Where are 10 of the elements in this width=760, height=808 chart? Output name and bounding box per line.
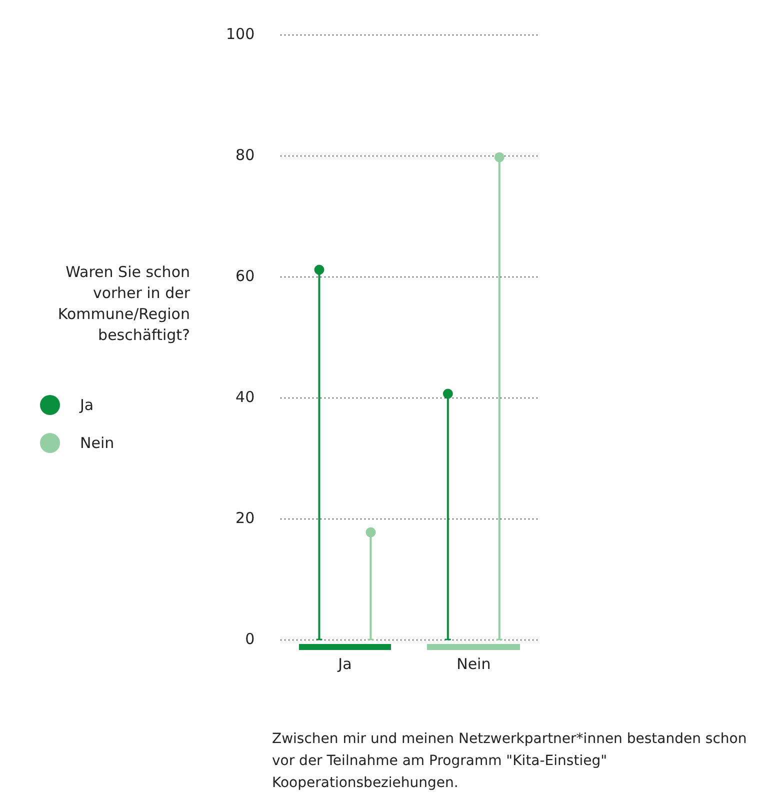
y-tick-label: 40 xyxy=(236,388,255,406)
y-tick-label: 60 xyxy=(236,266,255,285)
legend-label: Ja xyxy=(80,396,94,414)
y-tick-label: 20 xyxy=(236,508,255,527)
legend-label: Nein xyxy=(80,434,114,452)
y-tick-label: 100 xyxy=(226,24,255,43)
legend-title: Waren Sie schon vorher in der Kommune/Region beschäftigt? xyxy=(56,262,190,346)
y-tick-label: 0 xyxy=(245,630,255,648)
x-axis-title: Zwischen mir und meinen Netzwerkpartner*innen bestanden schon vor der Teilnahme am Programm "Kita-Einstieg" Kooperationsbeziehungen. xyxy=(272,730,748,793)
y-tick-label: 80 xyxy=(236,146,255,164)
